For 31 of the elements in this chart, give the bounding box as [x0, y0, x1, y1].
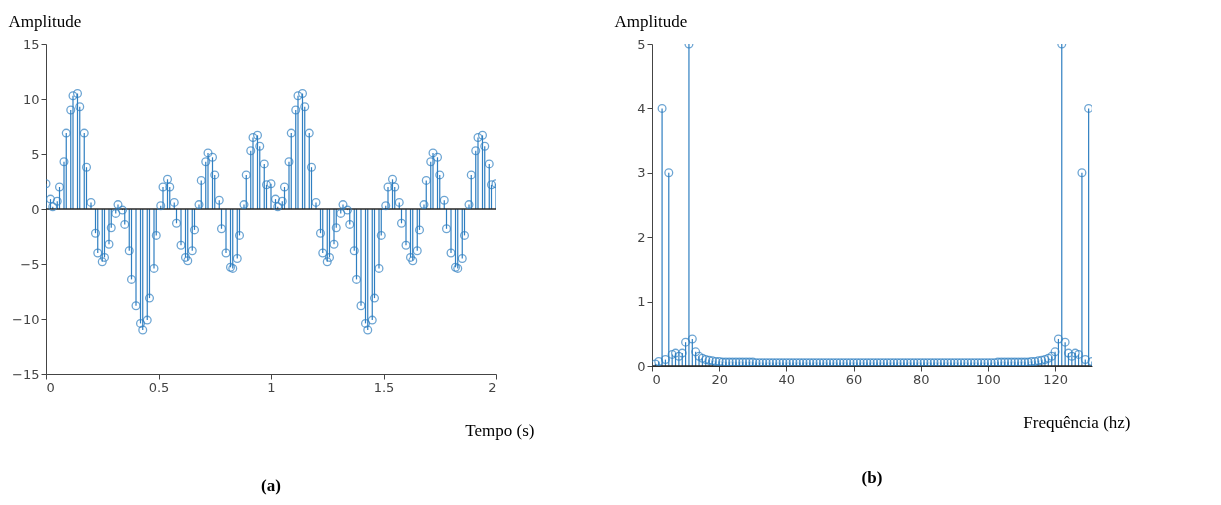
x-tick-label: 1 — [267, 379, 276, 395]
x-axis-title: Frequência (hz) — [1023, 412, 1131, 432]
x-tick-label: 60 — [845, 371, 863, 387]
x-tick-label: 100 — [975, 371, 1001, 387]
y-tick-label: −5 — [20, 256, 40, 272]
text: (a) — [261, 476, 281, 495]
y-tick-label: 15 — [22, 36, 40, 52]
y-tick-label: −10 — [12, 311, 40, 327]
x-axis-title: Tempo (s) — [465, 420, 535, 440]
y-tick-label: 2 — [637, 229, 646, 245]
x-tick-label: 120 — [1043, 371, 1068, 387]
x-tick-label: 2 — [488, 379, 497, 395]
x-tick-label: 0 — [46, 379, 55, 395]
x-tick-label: 0.5 — [148, 379, 170, 395]
y-tick-label: 1 — [637, 294, 646, 310]
y-tick-label: −15 — [12, 366, 40, 382]
text: (b) — [861, 468, 883, 487]
y-axis-title: Amplitude — [614, 11, 688, 31]
y-axis-title: Amplitude — [8, 11, 82, 31]
y-tick-label: 5 — [31, 146, 40, 162]
x-tick-label: 1.5 — [373, 379, 395, 395]
y-tick-label: 0 — [637, 358, 646, 374]
y-tick-label: 0 — [31, 201, 40, 217]
y-tick-label: 3 — [637, 165, 646, 181]
x-tick-label: 40 — [778, 371, 796, 387]
y-tick-label: 4 — [637, 100, 646, 116]
x-tick-label: 0 — [652, 371, 661, 387]
x-tick-label: 80 — [912, 371, 930, 387]
y-tick-label: 5 — [637, 36, 646, 52]
x-tick-label: 20 — [711, 371, 728, 387]
y-tick-label: 10 — [22, 91, 40, 107]
